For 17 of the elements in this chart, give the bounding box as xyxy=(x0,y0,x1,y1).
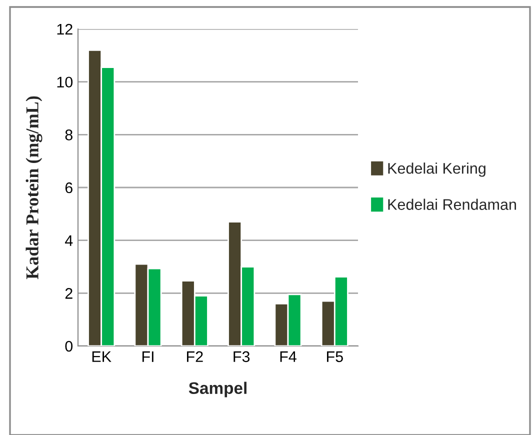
x-tick-label: FI xyxy=(142,351,154,362)
legend-label: Kedelai Rendaman xyxy=(388,198,516,210)
y-tick-label: 4 xyxy=(64,235,73,246)
x-tick-label: F4 xyxy=(280,351,296,362)
y-tick-label: 6 xyxy=(65,182,72,194)
y-tick-label: 0 xyxy=(65,340,73,352)
legend-label: Kedelai Kering xyxy=(388,162,486,177)
y-tick-label: 12 xyxy=(57,24,72,35)
x-tick-label: F2 xyxy=(187,351,203,362)
x-tick-label: EK xyxy=(92,351,112,362)
x-tick-label: F3 xyxy=(234,351,250,362)
y-tick-label: 10 xyxy=(57,76,73,88)
x-axis-title: Sampel xyxy=(188,382,246,398)
x-tick-label: F5 xyxy=(327,351,343,362)
y-tick-label: 8 xyxy=(65,130,72,140)
y-axis-title: Kadar Protein (mg/mL) xyxy=(26,96,42,280)
y-tick-label: 2 xyxy=(65,288,72,299)
